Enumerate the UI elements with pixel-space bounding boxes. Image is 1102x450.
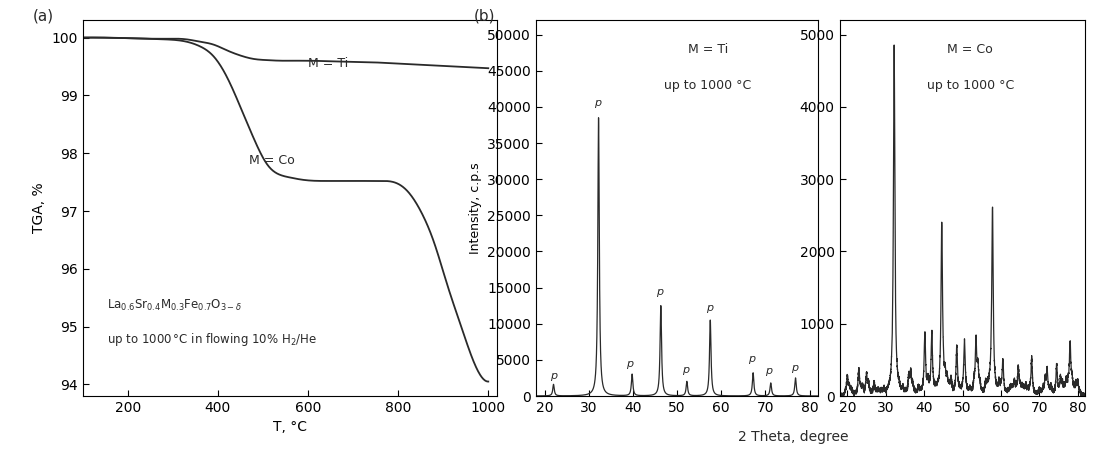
Text: p: p (626, 359, 633, 369)
Text: p: p (705, 303, 713, 313)
Text: M = Co: M = Co (948, 43, 993, 56)
X-axis label: T, °C: T, °C (273, 420, 307, 434)
Y-axis label: Intensity, c.p.s: Intensity, c.p.s (468, 162, 482, 254)
Text: M = Co: M = Co (249, 153, 295, 166)
Text: up to 1000$\,$°C in flowing 10% H$_2$/He: up to 1000$\,$°C in flowing 10% H$_2$/He (107, 331, 317, 348)
Text: La$_{0.6}$Sr$_{0.4}$M$_{0.3}$Fe$_{0.7}$O$_{3-\delta}$: La$_{0.6}$Sr$_{0.4}$M$_{0.3}$Fe$_{0.7}$O… (107, 298, 242, 313)
Text: p: p (657, 287, 663, 297)
Text: 2 Theta, degree: 2 Theta, degree (738, 430, 849, 444)
Text: p: p (748, 354, 755, 364)
Text: p: p (594, 98, 602, 108)
Text: p: p (790, 363, 798, 373)
Text: M = Ti: M = Ti (307, 57, 348, 70)
Text: up to 1000 °C: up to 1000 °C (927, 79, 1014, 92)
Text: up to 1000 °C: up to 1000 °C (665, 79, 752, 92)
Text: (b): (b) (474, 9, 495, 24)
Text: (a): (a) (33, 9, 54, 24)
Y-axis label: TGA, %: TGA, % (32, 183, 46, 234)
Text: p: p (550, 371, 558, 381)
Text: p: p (681, 365, 689, 375)
Text: M = Ti: M = Ti (688, 43, 728, 56)
Text: p: p (766, 366, 773, 376)
